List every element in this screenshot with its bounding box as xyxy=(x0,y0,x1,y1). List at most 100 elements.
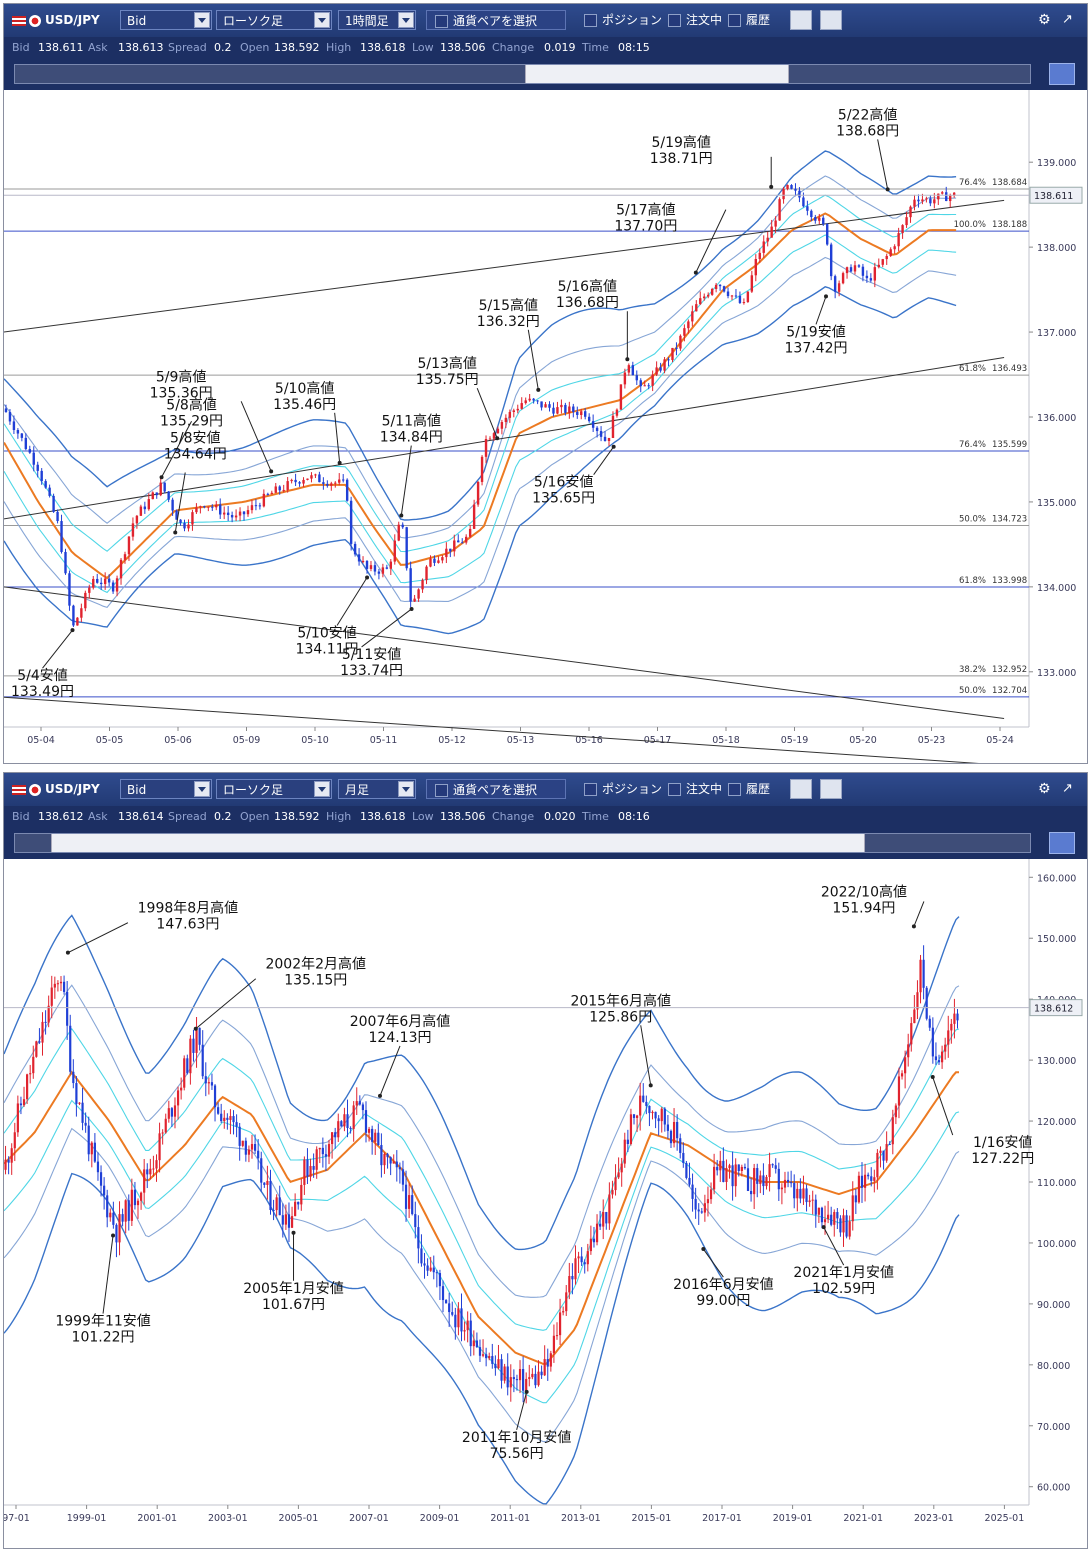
candle-body xyxy=(16,430,20,434)
maximize-icon[interactable]: ↗ xyxy=(1062,781,1073,796)
indicator-icon[interactable] xyxy=(820,779,842,799)
chevron-down-icon[interactable] xyxy=(194,781,210,797)
checkbox-icon[interactable] xyxy=(668,783,681,796)
candle-body xyxy=(525,1378,528,1391)
history-toggle[interactable]: 履歴 xyxy=(728,779,770,799)
checkbox-icon[interactable] xyxy=(584,14,597,27)
candle-body xyxy=(873,267,877,281)
candle-body xyxy=(392,1161,395,1164)
quote-bar: Bid 138.612 Ask 138.614 Spread 0.2 Open 138.… xyxy=(4,806,1087,827)
candle-body xyxy=(905,217,908,226)
expand-icon[interactable] xyxy=(1049,63,1075,85)
pair-selector[interactable]: USD/JPY xyxy=(12,10,112,30)
candle-body xyxy=(842,1215,845,1233)
candle-body xyxy=(393,540,396,562)
navigator-window[interactable] xyxy=(51,834,865,852)
position-toggle[interactable]: ポジション xyxy=(584,779,662,799)
candle-body xyxy=(643,385,646,387)
navigator-track[interactable] xyxy=(14,64,1031,84)
orders-toggle[interactable]: 注文中 xyxy=(668,10,722,30)
candle-body xyxy=(331,1132,334,1145)
x-tick-label: 2021-01 xyxy=(843,1513,883,1524)
pair-select-button[interactable]: 通貨ペアを選択 xyxy=(426,779,566,799)
candle-body xyxy=(52,495,55,512)
expand-icon[interactable] xyxy=(1049,832,1075,854)
candle-body xyxy=(548,404,551,408)
navigator-window[interactable] xyxy=(525,65,789,83)
candle-body xyxy=(119,559,123,579)
annotation-date: 5/16高値 xyxy=(558,278,617,295)
annotation-date: 5/11高値 xyxy=(382,413,441,430)
annotation-arrow xyxy=(527,329,539,390)
candle-body xyxy=(352,1105,355,1129)
candle-body xyxy=(167,1108,170,1119)
period-select[interactable]: 1時間足 xyxy=(338,10,416,30)
candle-body xyxy=(389,561,393,569)
candle-body xyxy=(536,400,539,402)
candle-body xyxy=(671,347,674,361)
price-type-select[interactable]: Bid xyxy=(120,779,212,799)
annotation-date: 5/10高値 xyxy=(275,380,334,397)
candle-body xyxy=(885,1144,888,1161)
toolbar: USD/JPY Bid ローソク足 1時間足 通貨ペアを選択 ポジション 注文中… xyxy=(4,4,1087,37)
chevron-down-icon[interactable] xyxy=(314,12,330,28)
orders-toggle[interactable]: 注文中 xyxy=(668,779,722,799)
candle-body xyxy=(568,406,571,413)
chevron-down-icon[interactable] xyxy=(398,12,414,28)
candle-body xyxy=(627,365,631,373)
candle-body xyxy=(706,1199,710,1204)
fib-level-value: 138.188 xyxy=(992,220,1027,230)
candle-body xyxy=(312,1166,315,1170)
maximize-icon[interactable]: ↗ xyxy=(1062,12,1073,27)
y-tick-label: 139.000 xyxy=(1037,158,1076,169)
chevron-down-icon[interactable] xyxy=(398,781,414,797)
candle-body xyxy=(814,217,817,221)
checkbox-icon xyxy=(435,15,448,28)
gear-icon[interactable]: ⚙ xyxy=(1038,781,1051,797)
y-tick-label: 134.000 xyxy=(1037,583,1076,594)
candle-body xyxy=(928,1018,931,1028)
draw-tool-icon[interactable] xyxy=(790,10,812,30)
annotation-arrow xyxy=(702,1248,724,1278)
candle-body xyxy=(805,1188,808,1203)
indicator-icon[interactable] xyxy=(820,10,842,30)
candle-body xyxy=(544,404,547,408)
candle-body xyxy=(746,291,750,303)
chevron-down-icon[interactable] xyxy=(194,12,210,28)
history-toggle[interactable]: 履歴 xyxy=(728,10,770,30)
candle-body xyxy=(683,328,686,336)
period-select[interactable]: 月足 xyxy=(338,779,416,799)
candle-body xyxy=(66,991,69,1026)
candle-body xyxy=(99,1172,103,1186)
candle-body xyxy=(480,456,484,482)
candle-body xyxy=(59,981,63,984)
candle-body xyxy=(472,1340,475,1347)
pair-selector[interactable]: USD/JPY xyxy=(12,779,112,799)
annotation-price: 151.94円 xyxy=(832,900,895,916)
position-toggle[interactable]: ポジション xyxy=(584,10,662,30)
navigator-track[interactable] xyxy=(14,833,1031,853)
candle-body xyxy=(921,199,924,202)
checkbox-icon[interactable] xyxy=(728,783,741,796)
chevron-down-icon[interactable] xyxy=(314,781,330,797)
candle-body xyxy=(642,1095,645,1102)
candle-body xyxy=(294,479,297,483)
candle-body xyxy=(845,267,849,274)
annotation-date: 5/8高値 xyxy=(166,396,217,413)
candle-body xyxy=(355,1101,358,1106)
bid-value: 138.612 xyxy=(38,810,84,823)
checkbox-icon[interactable] xyxy=(668,14,681,27)
chart-type-select[interactable]: ローソク足 xyxy=(216,779,332,799)
candle-body xyxy=(234,515,238,518)
draw-tool-icon[interactable] xyxy=(790,779,812,799)
chart-type-select[interactable]: ローソク足 xyxy=(216,10,332,30)
annotation-price: 125.86円 xyxy=(589,1009,652,1025)
candle-body xyxy=(306,1159,309,1177)
price-type-select[interactable]: Bid xyxy=(120,10,212,30)
gear-icon[interactable]: ⚙ xyxy=(1038,12,1051,28)
candle-body xyxy=(139,506,143,516)
checkbox-icon[interactable] xyxy=(728,14,741,27)
pair-select-button[interactable]: 通貨ペアを選択 xyxy=(426,10,566,30)
candle-body xyxy=(851,1195,854,1222)
checkbox-icon[interactable] xyxy=(584,783,597,796)
